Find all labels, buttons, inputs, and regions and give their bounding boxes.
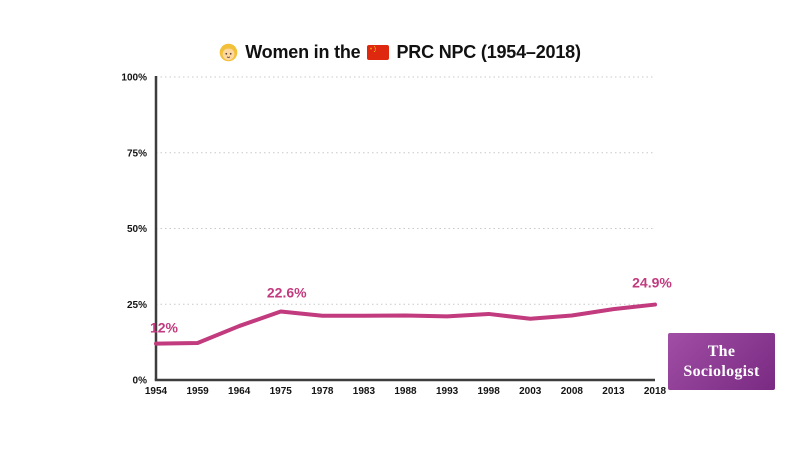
- sociologist-badge: The Sociologist: [668, 333, 775, 390]
- x-tick-label-1998: 1998: [478, 386, 501, 397]
- x-tick-label-1964: 1964: [228, 386, 251, 397]
- chart-title: Women in the PRC NPC (1954–2018): [0, 40, 800, 64]
- x-tick-label-2003: 2003: [519, 386, 542, 397]
- x-tick-label-1983: 1983: [353, 386, 376, 397]
- y-tick-label-25%: 25%: [127, 300, 147, 311]
- y-tick-label-100%: 100%: [121, 73, 147, 84]
- x-tick-label-1975: 1975: [270, 386, 293, 397]
- x-tick-label-1959: 1959: [186, 386, 209, 397]
- x-tick-label-1954: 1954: [145, 386, 168, 397]
- y-tick-label-75%: 75%: [127, 148, 147, 159]
- x-tick-label-1978: 1978: [311, 386, 334, 397]
- chart-title-text-post: PRC NPC (1954–2018): [396, 41, 581, 62]
- badge-line2: Sociologist: [683, 362, 760, 380]
- x-tick-label-1993: 1993: [436, 386, 459, 397]
- y-tick-label-50%: 50%: [127, 224, 147, 235]
- chart-title-text-pre: Women in the: [245, 41, 361, 62]
- x-tick-label-1988: 1988: [394, 386, 417, 397]
- x-tick-label-2018: 2018: [644, 386, 667, 397]
- point-label-2018: 24.9%: [632, 275, 672, 291]
- point-label-1975: 22.6%: [267, 285, 307, 301]
- china-flag-icon: [367, 44, 390, 60]
- badge-line1: The: [707, 342, 736, 360]
- x-tick-label-2008: 2008: [561, 386, 584, 397]
- data-line-women-share: [154, 302, 657, 346]
- point-label-1954: 12%: [150, 320, 179, 336]
- y-tick-label-0%: 0%: [133, 376, 148, 387]
- x-tick-label-2013: 2013: [602, 386, 625, 397]
- girl-emoji-icon: [219, 43, 238, 62]
